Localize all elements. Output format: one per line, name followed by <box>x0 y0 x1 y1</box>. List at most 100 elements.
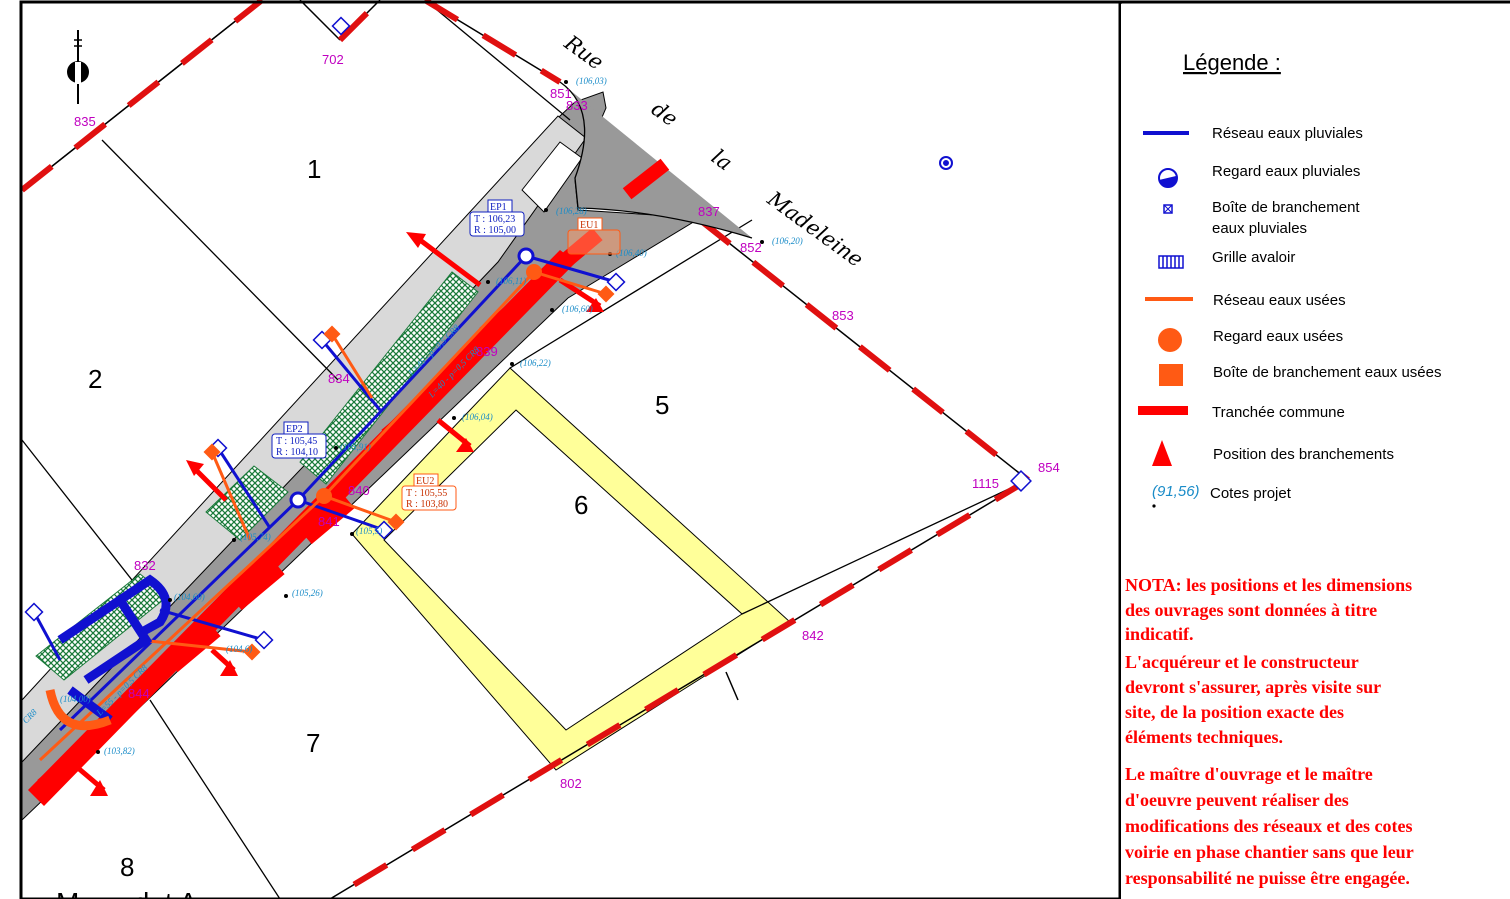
legend-item-3: Grille avaloir <box>1212 249 1295 266</box>
blue-line-icon <box>1143 131 1189 135</box>
bound-numbers: 702 835 851 833 837 852 853 854 1115 842… <box>74 52 1060 791</box>
eu-box-icon <box>1159 364 1183 386</box>
cote: (106,40) <box>616 248 647 258</box>
cote: (106,03) <box>576 76 607 86</box>
legend-item-2-line2: eaux pluviales <box>1212 220 1307 237</box>
green-strips <box>35 271 479 681</box>
nota-line: éléments techniques. <box>1125 727 1283 747</box>
eu2-r: R : 103,80 <box>406 499 448 510</box>
legend-item-0: Réseau eaux pluviales <box>1212 125 1363 142</box>
cote-sample: (91,56) <box>1152 483 1200 500</box>
cote: (105,26) <box>292 588 323 598</box>
eu-manholes <box>316 264 542 504</box>
legend-item-5: Regard eaux usées <box>1213 328 1343 345</box>
cote: (106,28) <box>556 206 587 216</box>
cote: (103,82) <box>104 746 135 756</box>
nota-line: NOTA: les positions et les dimensions <box>1125 575 1412 595</box>
ep2-t: T : 105,45 <box>276 436 317 447</box>
cote: (105,5) <box>356 526 382 536</box>
ep-manholes <box>289 156 953 509</box>
bound-852: 852 <box>740 240 762 255</box>
ep1-t: T : 106,23 <box>474 214 515 225</box>
ep-box-icon <box>1163 204 1173 214</box>
street-word-rue: Rue <box>559 30 608 75</box>
lot-7: 7 <box>306 728 320 758</box>
bound-1115: 1115 <box>972 476 999 491</box>
nota-line: L'acquéreur et le constructeur <box>1125 652 1359 672</box>
legend-item-9: Cotes projet <box>1210 485 1292 502</box>
trench-icon <box>1138 406 1188 415</box>
ep2-name: EP2 <box>286 424 303 435</box>
eu1-box: EU1 <box>567 217 621 255</box>
cote: (106,22) <box>520 358 551 368</box>
cote: (106,11) <box>496 276 526 286</box>
bottom-partial-text: M d t A <box>56 887 198 899</box>
map-area: Rue de la Madeleine 1 2 5 6 7 8 702 835 … <box>20 0 1060 899</box>
ep1-r: R : 105,00 <box>474 225 516 236</box>
nota-block: NOTA: les positions et les dimensions de… <box>1125 575 1414 888</box>
eu2-box: EU2 T : 105,55 R : 103,80 <box>401 473 457 511</box>
cote: (106,04) <box>462 412 493 422</box>
street-word-la: la <box>707 145 737 176</box>
cote: (105,91) <box>340 442 371 452</box>
cote: (104,60) <box>174 592 205 602</box>
legend-bg <box>1121 4 1510 899</box>
legend-title: Légende : <box>1183 50 1281 75</box>
lot-numbers: 1 2 5 6 7 8 <box>88 154 669 882</box>
eu-boxes <box>203 285 615 661</box>
ep-manhole-icon <box>1158 168 1178 188</box>
bound-854: 854 <box>1038 460 1060 475</box>
ep1-name: EP1 <box>490 202 507 213</box>
cote: (106,20) <box>772 236 803 246</box>
bound-841: 841 <box>318 514 340 529</box>
eu2-t: T : 105,55 <box>406 488 447 499</box>
lot-5: 5 <box>655 390 669 420</box>
north-arrow-icon <box>67 30 89 104</box>
cote-labels: (106,03) (106,28) (106,20) (106,40) (106… <box>60 76 803 756</box>
bound-839: 839 <box>476 344 498 359</box>
street-word-madeleine: Madeleine <box>762 186 867 272</box>
lot-1: 1 <box>307 154 321 184</box>
triangle-icon <box>1152 440 1172 466</box>
bound-802: 802 <box>560 776 582 791</box>
bound-840: 840 <box>348 483 370 498</box>
legend-item-4: Réseau eaux usées <box>1213 292 1346 309</box>
ep2-box: EP2 T : 105,45 R : 104,10 <box>271 421 327 459</box>
ep1-box: EP1 T : 106,23 R : 105,00 <box>469 199 525 237</box>
cote: (104,6) <box>226 644 252 654</box>
street-word-de: de <box>647 97 682 132</box>
nota-line: devront s'assurer, après visite sur <box>1125 677 1381 697</box>
cote: (104,00) <box>60 694 91 704</box>
cote-points <box>96 80 764 754</box>
nota-line: voirie en phase chantier sans que leur <box>1125 842 1414 862</box>
orange-line-icon <box>1145 297 1193 301</box>
legend-item-7: Tranchée commune <box>1212 404 1345 421</box>
bound-851: 851 <box>550 86 572 101</box>
bound-835: 835 <box>74 114 96 129</box>
nota-line: d'oeuvre peuvent réaliser des <box>1125 790 1349 810</box>
bound-702: 702 <box>322 52 344 67</box>
ep-big-letters <box>57 574 171 724</box>
eu-manhole-icon <box>1158 328 1182 352</box>
legend-item-6: Boîte de branchement eaux usées <box>1213 364 1442 381</box>
bound-837: 837 <box>698 204 720 219</box>
bound-853: 853 <box>832 308 854 323</box>
bound-842: 842 <box>802 628 824 643</box>
legend-item-8: Position des branchements <box>1213 446 1394 463</box>
legend-item-2: Boîte de branchement <box>1212 199 1360 216</box>
eu2-name: EU2 <box>416 476 434 487</box>
street-edge <box>559 81 753 239</box>
cote: (105,74) <box>240 532 271 542</box>
nota-line: site, de la position exacte des <box>1125 702 1344 722</box>
eu-big-letter <box>45 688 112 731</box>
bound-832: 832 <box>134 558 156 573</box>
ep2-r: R : 104,10 <box>276 447 318 458</box>
grille-icon <box>1158 255 1184 269</box>
boundary-lines <box>20 0 1030 899</box>
nota-line: responsabilité ne puisse être engagée. <box>1125 868 1410 888</box>
bound-833: 833 <box>566 98 588 113</box>
lot-2: 2 <box>88 364 102 394</box>
lot-8: 8 <box>120 852 134 882</box>
cote-icon: (91,56) <box>1152 483 1200 508</box>
